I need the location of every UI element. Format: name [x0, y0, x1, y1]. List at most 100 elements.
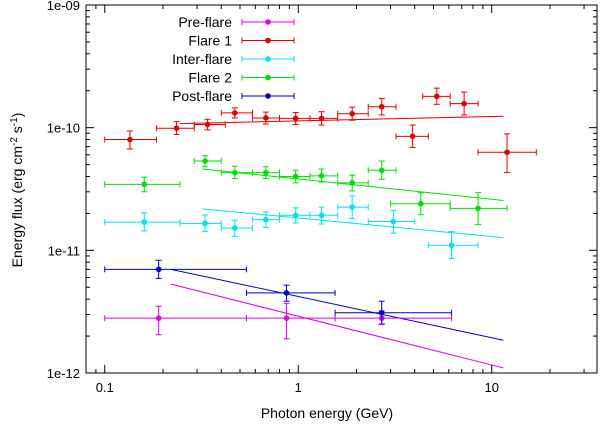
- post-flare-marker: [155, 266, 162, 273]
- x-tick-label: 1: [295, 380, 302, 395]
- flare-2-data-point: [193, 155, 222, 168]
- flare-2-marker: [231, 169, 238, 176]
- y-tick-label: 1e-09: [47, 0, 80, 13]
- inter-flare-marker: [292, 212, 299, 219]
- legend-marker: [265, 74, 271, 81]
- post-flare-data-point: [334, 300, 453, 325]
- inter-flare-data-point: [367, 209, 416, 234]
- flare-1-data-point: [278, 111, 311, 126]
- legend-label: Inter-flare: [172, 51, 232, 67]
- y-axis-title-sup: -1: [9, 117, 20, 126]
- flare-2-data-point: [390, 192, 451, 216]
- flare-2-marker: [292, 173, 299, 180]
- legend-item-pre-flare: Pre-flare: [178, 14, 295, 30]
- y-axis-title-sup: -2: [9, 137, 20, 146]
- legend-item-post-flare: Post-flare: [172, 88, 295, 104]
- flare-2-marker: [141, 181, 148, 188]
- flare-1-fit-line: [180, 115, 504, 125]
- flare-2-data-point: [449, 192, 508, 226]
- flare-1-data-point: [155, 121, 195, 135]
- legend-item-flare-2: Flare 2: [188, 70, 295, 86]
- post-flare-fit-line: [170, 268, 504, 341]
- y-axis-title-part: s: [9, 126, 25, 137]
- flare-2-data-point: [367, 160, 397, 180]
- legend-marker: [265, 93, 271, 99]
- inter-flare-marker: [141, 219, 148, 225]
- y-axis-title-part: Energy flux (erg cm: [9, 146, 25, 267]
- flare-1-marker: [318, 115, 325, 122]
- flare-1-marker: [263, 115, 269, 121]
- inter-flare-marker: [390, 218, 397, 225]
- inter-flare-data-point: [309, 206, 339, 225]
- flare-1-marker: [409, 133, 416, 140]
- inter-flare-data-point: [251, 211, 280, 228]
- inter-flare-marker: [318, 212, 325, 219]
- flare-1-data-point: [309, 111, 339, 126]
- flare-1-data-point: [251, 111, 280, 125]
- flare-1-marker: [204, 121, 211, 128]
- flare-2-marker: [378, 167, 385, 174]
- inter-flare-data-point: [278, 207, 311, 224]
- flare-1-data-point: [337, 106, 369, 121]
- flare-1-marker: [292, 115, 299, 122]
- pre-flare-fit-line: [170, 283, 504, 369]
- plot-frame: [85, 4, 598, 374]
- post-flare-data-point: [245, 284, 336, 302]
- legend-label: Post-flare: [172, 88, 232, 104]
- legend-item-flare-1: Flare 1: [188, 33, 295, 49]
- x-axis-title: Photon energy (GeV): [261, 405, 393, 421]
- flare-1-data-point: [367, 97, 397, 116]
- flare-2-marker: [202, 158, 208, 164]
- flare-1-data-point: [422, 87, 451, 105]
- flare-1-data-point: [104, 130, 157, 150]
- flare-2-data-point: [251, 166, 280, 180]
- inter-flare-data-point: [104, 212, 181, 232]
- flare-2-data-point: [278, 169, 311, 184]
- pre-flare-data-point: [104, 305, 247, 336]
- legend-label: Flare 2: [188, 70, 232, 86]
- flare-1-data-point: [449, 91, 479, 116]
- inter-flare-marker: [448, 242, 455, 249]
- axes: 0.1 1 10 1e-12 1e-11 1e-10 1e-09: [47, 0, 598, 395]
- flare-1-data-point: [220, 107, 253, 119]
- y-tick-label: 1e-10: [47, 121, 80, 136]
- flare-1-marker: [231, 110, 238, 116]
- pre-flare-marker: [283, 315, 290, 321]
- flare-2-data-point: [220, 165, 253, 180]
- flare-2-data-point: [337, 174, 369, 192]
- legend-marker: [265, 37, 271, 44]
- y-axis-title: Energy flux (erg cm-2 s-1): [9, 113, 26, 268]
- inter-flare-data-point: [427, 231, 479, 259]
- inter-flare-marker: [349, 204, 355, 210]
- flare-1-marker: [461, 100, 467, 107]
- flare-2-marker: [263, 169, 269, 176]
- y-tick-label: 1e-12: [47, 366, 80, 381]
- inter-flare-data-point: [337, 195, 369, 219]
- inter-flare-data-point: [179, 214, 222, 233]
- flare-1-marker: [127, 136, 133, 143]
- flare-2-marker: [318, 173, 325, 179]
- x-tick-label: 10: [484, 380, 498, 395]
- inter-flare-data-point: [220, 219, 253, 237]
- inter-flare-marker: [202, 220, 208, 227]
- legend-label: Flare 1: [188, 33, 232, 49]
- inter-flare-marker: [231, 225, 238, 231]
- legend: Pre-flare Flare 1 Inter-flare Flare 2 Post-f…: [172, 14, 295, 104]
- flare-1-data-point: [193, 118, 226, 131]
- flare-1-marker: [173, 125, 180, 132]
- flare-2-data-point: [104, 176, 181, 193]
- inter-flare-fit-line: [202, 208, 504, 239]
- flare-1-data-point: [395, 124, 429, 148]
- x-tick-label: 0.1: [96, 380, 114, 395]
- post-flare-marker: [283, 290, 290, 296]
- flare-1-marker: [378, 103, 385, 110]
- inter-flare-marker: [263, 216, 269, 223]
- legend-marker: [265, 19, 271, 25]
- flare-2-marker: [349, 180, 355, 186]
- flare-2-marker: [418, 200, 424, 207]
- pre-flare-marker: [155, 315, 162, 321]
- y-tick-label: 1e-11: [48, 243, 80, 258]
- flare-1-marker: [349, 110, 355, 117]
- pre-flare-data-point: [245, 302, 336, 340]
